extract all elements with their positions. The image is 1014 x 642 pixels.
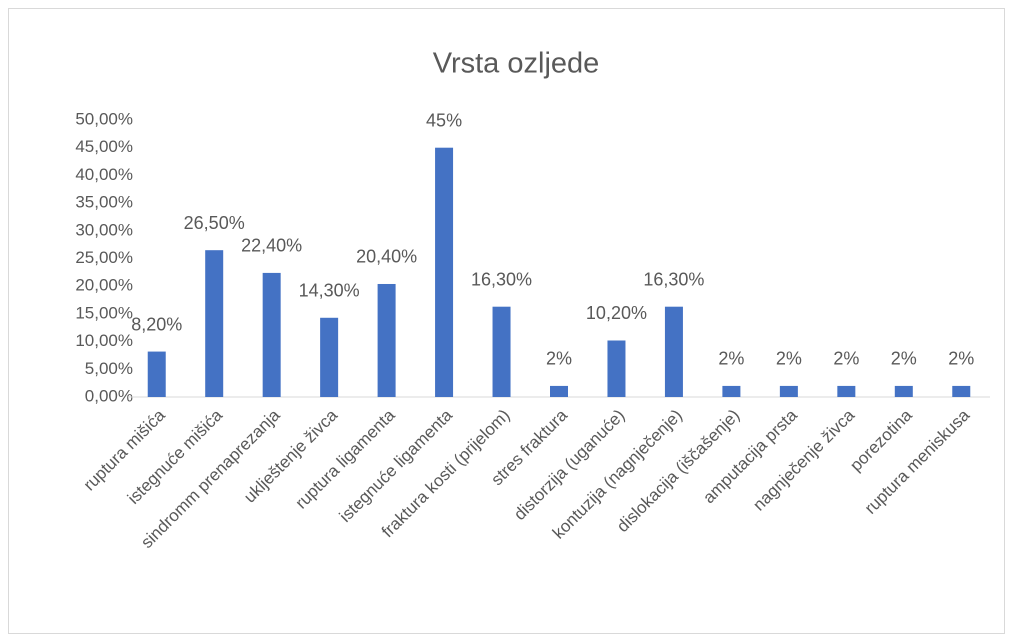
- y-tick-label: 50,00%: [75, 109, 133, 128]
- bar: [664, 306, 683, 397]
- bar: [607, 340, 626, 397]
- bar: [779, 385, 798, 397]
- data-label: 2%: [891, 349, 917, 369]
- y-tick-label: 5,00%: [85, 359, 133, 378]
- bar: [550, 385, 568, 397]
- bar: [377, 283, 396, 397]
- chart-title: Vrsta ozljede: [433, 48, 600, 80]
- data-label: 16,30%: [643, 269, 704, 289]
- data-label: 2%: [776, 349, 802, 369]
- bar: [722, 385, 741, 397]
- data-label: 8,20%: [131, 314, 182, 334]
- bar: [952, 385, 971, 397]
- data-label: 2%: [718, 349, 744, 369]
- bar: [894, 385, 913, 397]
- data-label: 16,30%: [471, 269, 532, 289]
- y-tick-label: 45,00%: [75, 137, 133, 156]
- bar: [262, 272, 281, 397]
- y-tick-label: 25,00%: [75, 248, 133, 267]
- data-label: 20,40%: [356, 247, 417, 267]
- data-label: 2%: [948, 349, 974, 369]
- bar: [435, 147, 454, 397]
- data-label: 26,50%: [184, 213, 245, 233]
- data-label: 2%: [546, 349, 572, 369]
- data-label: 14,30%: [299, 281, 360, 301]
- y-tick-label: 15,00%: [75, 303, 133, 322]
- bar: [837, 385, 856, 397]
- bar: [320, 317, 339, 397]
- y-tick-label: 20,00%: [75, 276, 133, 295]
- data-label: 10,20%: [586, 303, 647, 323]
- bar: [205, 250, 224, 397]
- data-label: 45%: [426, 110, 462, 130]
- y-tick-label: 10,00%: [75, 331, 133, 350]
- y-tick-label: 30,00%: [75, 220, 133, 239]
- data-label: 22,40%: [241, 236, 302, 256]
- y-tick-label: 0,00%: [85, 386, 133, 405]
- y-tick-label: 40,00%: [75, 165, 133, 184]
- bar: [492, 306, 511, 397]
- y-tick-label: 35,00%: [75, 193, 133, 212]
- bar: [147, 351, 166, 397]
- data-label: 2%: [833, 349, 859, 369]
